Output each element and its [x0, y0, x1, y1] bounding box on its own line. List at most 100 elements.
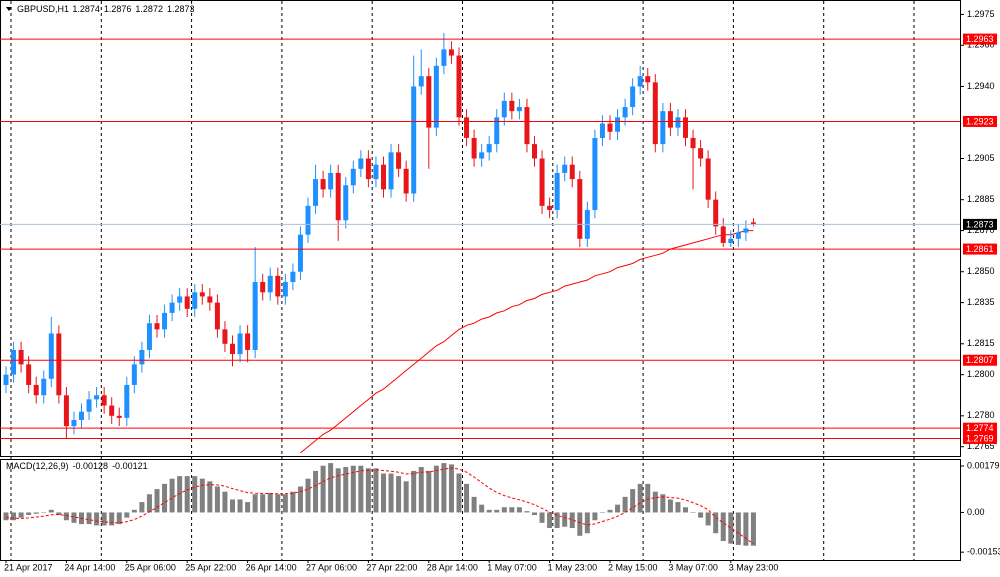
- macd-bar: [169, 478, 175, 513]
- candle-body: [86, 399, 92, 412]
- last-close: 1.2873: [167, 4, 195, 14]
- candle-body: [539, 158, 545, 206]
- symbol: GBPUSD,H1: [17, 4, 69, 14]
- candle-body: [214, 302, 220, 330]
- x-tick-label: 28 Apr 14:00: [427, 562, 478, 572]
- candle-body: [11, 349, 17, 375]
- y-tick-label: 0.00179: [967, 460, 1000, 470]
- macd-bar: [350, 465, 356, 513]
- candle-body: [750, 222, 756, 225]
- x-tick-label: 25 Apr 06:00: [125, 562, 176, 572]
- last-high: 1.2876: [104, 4, 132, 14]
- candle-body: [494, 117, 500, 145]
- macd-bar: [418, 467, 424, 513]
- macd-bar: [381, 473, 386, 513]
- candle-body: [124, 384, 130, 418]
- y-tick-label: 1.2835: [967, 297, 995, 307]
- macd-bar: [222, 491, 228, 513]
- candle-body: [615, 117, 621, 132]
- level-label: 1.2963: [966, 34, 994, 44]
- candle-body: [94, 395, 100, 400]
- macd-header: MACD(12,26,9) -0.00128 -0.00121: [6, 461, 148, 471]
- candle-body: [79, 411, 84, 420]
- macd-bar: [18, 512, 24, 518]
- candle-body: [41, 378, 47, 396]
- level-tag: [963, 432, 997, 444]
- x-tick-label: 2 May 15:00: [608, 562, 658, 572]
- candle-body: [516, 107, 522, 112]
- candle-body: [282, 282, 288, 297]
- candle-body: [486, 144, 492, 153]
- macd-bar: [131, 509, 137, 513]
- candle-body: [139, 349, 145, 365]
- macd-bar: [532, 512, 537, 516]
- macd-bar: [554, 512, 560, 529]
- macd-bar: [328, 463, 334, 513]
- candle-body: [524, 107, 530, 145]
- candle-body: [456, 55, 462, 118]
- price-header: GBPUSD,H1 1.2874 1.2876 1.2872 1.2873: [17, 4, 194, 14]
- candle-body: [630, 86, 636, 108]
- level-tag: [963, 243, 997, 255]
- macd-bar: [116, 512, 122, 525]
- candle-body: [3, 374, 9, 385]
- y-tick-label: 1.2905: [967, 153, 995, 163]
- candle-body: [690, 137, 696, 149]
- level-label: 1.2807: [966, 355, 994, 365]
- y-tick-label: 1.2815: [967, 338, 995, 348]
- macd-bar: [441, 463, 447, 513]
- macd-bar: [539, 512, 545, 523]
- macd-bar: [615, 504, 621, 513]
- last-open: 1.2874: [72, 4, 100, 14]
- candle-body: [162, 312, 168, 330]
- candle-body: [154, 323, 160, 330]
- macd-bar: [199, 478, 205, 513]
- macd-bar: [524, 511, 530, 513]
- candle-body: [509, 100, 515, 112]
- macd-bar: [11, 512, 17, 521]
- candle-body: [388, 152, 394, 190]
- level-tag: [963, 33, 997, 45]
- candle-body: [222, 329, 228, 344]
- macd-bar: [320, 465, 326, 513]
- macd-bar: [690, 512, 696, 513]
- x-tick-label: 27 Apr 22:00: [366, 562, 417, 572]
- candle-body: [471, 137, 477, 159]
- candle-body: [713, 199, 719, 227]
- macd-bar: [509, 507, 515, 513]
- macd-bar: [124, 512, 130, 518]
- macd-bar: [622, 496, 628, 513]
- macd-bar: [139, 502, 145, 513]
- macd-bar: [86, 512, 92, 525]
- y-tick-label: 0.00: [967, 507, 985, 517]
- macd-bar: [343, 467, 349, 513]
- level-label: 1.2769: [966, 433, 994, 443]
- y-tick-label: 1.2885: [967, 194, 995, 204]
- candle-body: [411, 86, 417, 194]
- candle-body: [305, 205, 311, 235]
- candle-body: [116, 415, 122, 418]
- candle-body: [192, 292, 198, 309]
- candle-body: [184, 296, 190, 309]
- macd-panel-frame: [0, 459, 961, 561]
- candle-body: [199, 292, 205, 297]
- macd-bar: [26, 512, 32, 516]
- candle-body: [207, 296, 213, 303]
- macd-bar: [562, 512, 568, 527]
- candle-body: [71, 419, 77, 427]
- menu-arrow[interactable]: [6, 7, 12, 11]
- macd-bar: [282, 494, 288, 513]
- candle-body: [720, 226, 726, 243]
- current-price-tag: [963, 218, 997, 230]
- candle-body: [328, 172, 334, 190]
- macd-bar: [433, 465, 439, 513]
- candle-body: [396, 152, 402, 169]
- macd-bar: [698, 512, 704, 518]
- candle-body: [418, 76, 424, 87]
- macd-bar: [426, 470, 432, 513]
- x-tick-label: 1 May 23:00: [548, 562, 598, 572]
- candle-body: [547, 205, 553, 210]
- candle-body: [675, 117, 681, 128]
- level-tag: [963, 422, 997, 434]
